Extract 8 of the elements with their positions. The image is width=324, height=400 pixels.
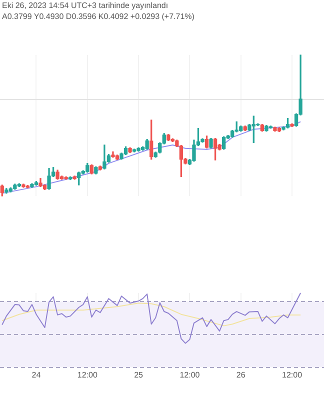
x-tick-label: 12:00	[77, 370, 98, 380]
x-tick-label: 12:00	[180, 370, 200, 380]
text: A0.3799 Y0.4930 D0.3596 K0.4092 +0.0293 (+7.71%)	[2, 12, 195, 22]
x-tick-label: 12:00	[282, 370, 303, 380]
text: Eki 26, 2023 14:54 UTC+3 tarihinde yayınlandı	[2, 1, 168, 10]
x-tick-label: 25	[134, 370, 144, 380]
x-tick-label: 24	[32, 370, 42, 380]
x-tick-label: 26	[236, 370, 246, 380]
